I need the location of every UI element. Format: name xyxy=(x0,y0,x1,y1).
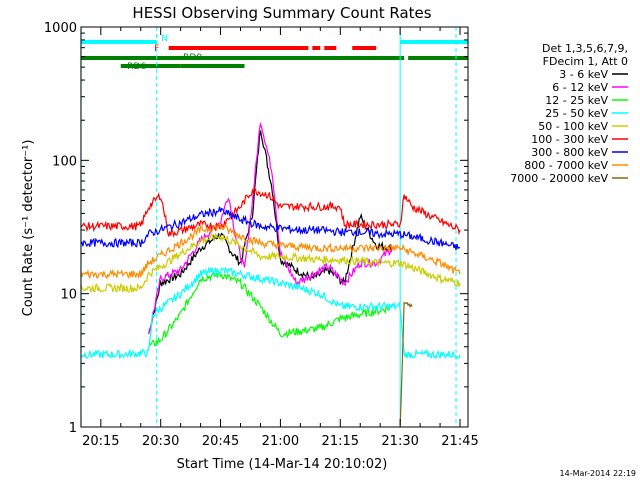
series-line-6 xyxy=(80,206,461,251)
y-tick-label: 1000 xyxy=(44,21,77,36)
legend-label: 300 - 800 keV xyxy=(531,146,608,159)
legend-label: 12 - 25 keV xyxy=(545,94,608,107)
flag-label-n: N xyxy=(161,34,168,44)
series-line-4 xyxy=(80,233,461,294)
legend-label: 800 - 7000 keV xyxy=(524,159,608,172)
y-axis-label: Count Rate (s⁻¹ detector⁻¹) xyxy=(21,140,36,317)
legend-label: 25 - 50 keV xyxy=(545,107,608,120)
y-tick-label: 1 xyxy=(69,421,77,436)
x-axis-ticks: 20:15 20:30 20:45 21:00 21:15 21:30 21:45 xyxy=(82,27,479,449)
x-tick-label: 21:15 xyxy=(322,434,359,449)
legend-label: 3 - 6 keV xyxy=(559,68,608,81)
series-line-7 xyxy=(80,222,461,280)
series-line-5 xyxy=(80,186,461,239)
flag-label-rd6: RD6 xyxy=(127,62,146,72)
x-axis-label: Start Time (14-Mar-14 20:10:02) xyxy=(177,457,388,472)
series-line-1 xyxy=(148,122,393,334)
x-tick-label: 21:45 xyxy=(441,434,478,449)
legend: Det 1,3,5,6,7,9,FDecim 1, Att 03 - 6 keV… xyxy=(510,42,628,185)
series-lines xyxy=(80,122,461,425)
plot-frame xyxy=(80,26,469,428)
legend-label: 6 - 12 keV xyxy=(552,81,608,94)
legend-header-line: FDecim 1, Att 0 xyxy=(543,55,628,68)
flag-bars: NFRD0RD6 xyxy=(80,34,468,72)
series-line-8 xyxy=(399,301,413,425)
legend-label: 50 - 100 keV xyxy=(538,120,608,133)
x-tick-label: 21:30 xyxy=(381,434,418,449)
chart-title: HESSI Observing Summary Count Rates xyxy=(132,4,431,22)
y-axis-ticks: 1 10 100 1000 xyxy=(44,21,468,436)
flag-label-rd0: RD0 xyxy=(183,53,202,63)
series-line-2 xyxy=(148,270,393,347)
plot-timestamp: 14-Mar-2014 22:19 xyxy=(560,469,637,478)
x-tick-label: 21:00 xyxy=(262,434,299,449)
legend-label: 7000 - 20000 keV xyxy=(510,172,608,185)
legend-header-line: Det 1,3,5,6,7,9, xyxy=(542,42,628,55)
x-tick-label: 20:45 xyxy=(202,434,239,449)
legend-label: 100 - 300 keV xyxy=(531,133,608,146)
series-line-0 xyxy=(148,130,393,335)
y-tick-label: 10 xyxy=(60,288,77,303)
y-tick-label: 100 xyxy=(52,154,77,169)
x-tick-label: 20:30 xyxy=(142,434,179,449)
x-tick-label: 20:15 xyxy=(82,434,119,449)
series-line-3 xyxy=(80,266,461,360)
